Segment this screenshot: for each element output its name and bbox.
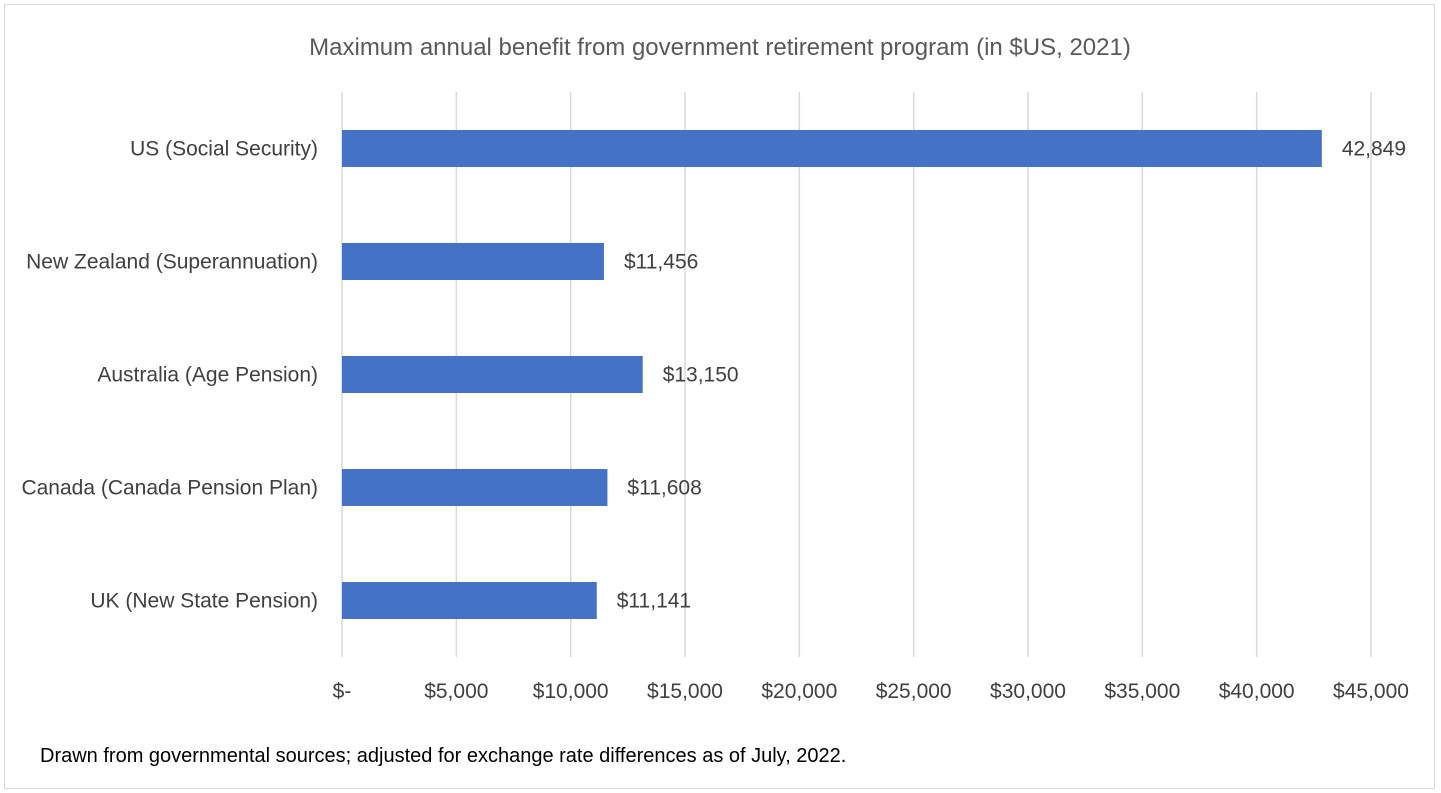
data-label: $11,456 <box>624 251 698 274</box>
x-tick-label: $5,000 <box>424 680 488 703</box>
gridlines <box>341 92 1372 657</box>
category-label: US (Social Security) <box>130 138 318 161</box>
data-label: $11,141 <box>617 590 691 613</box>
bar <box>342 356 643 393</box>
x-tick-label: $15,000 <box>647 680 723 703</box>
x-tick-label: $30,000 <box>990 680 1066 703</box>
data-label: 42,849 <box>1342 138 1406 161</box>
bar <box>342 582 597 619</box>
data-label: $13,150 <box>663 364 739 387</box>
x-tick-label: $35,000 <box>1104 680 1180 703</box>
footnote: Drawn from governmental sources; adjuste… <box>40 745 846 767</box>
x-tick-label: $10,000 <box>533 680 609 703</box>
labels: $- $5,000 $10,000 $15,000 $20,000 $25,000 $30,… <box>21 138 1409 704</box>
x-tick-label: $25,000 <box>876 680 952 703</box>
x-tick-label: $- <box>333 680 352 703</box>
category-label: Australia (Age Pension) <box>97 364 318 387</box>
bar <box>342 469 608 506</box>
category-label: New Zealand (Superannuation) <box>26 251 318 274</box>
x-tick-label: $45,000 <box>1333 680 1409 703</box>
bar <box>342 243 604 280</box>
bars <box>342 130 1322 619</box>
bar <box>342 130 1322 167</box>
category-label: UK (New State Pension) <box>90 590 318 613</box>
chart-title: Maximum annual benefit from government r… <box>309 34 1131 61</box>
data-label: $11,608 <box>627 477 701 500</box>
x-tick-label: $20,000 <box>761 680 837 703</box>
x-tick-label: $40,000 <box>1219 680 1295 703</box>
category-label: Canada (Canada Pension Plan) <box>21 477 318 500</box>
